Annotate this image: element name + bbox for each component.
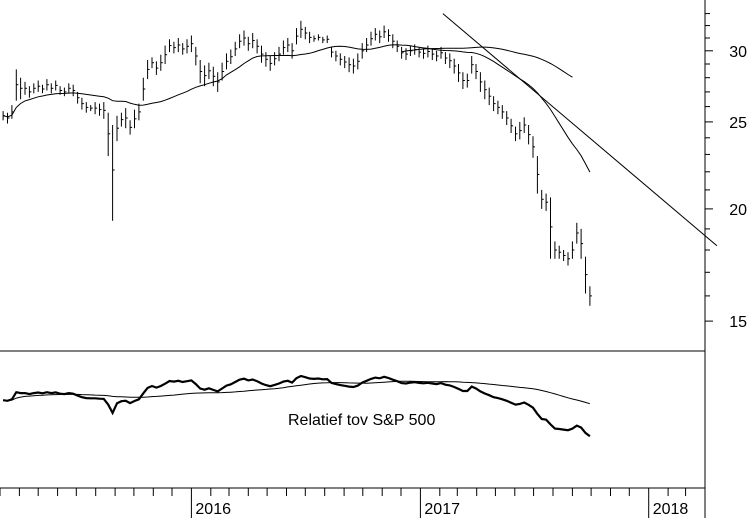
moving-average-long <box>401 46 573 78</box>
price-bars <box>2 20 592 306</box>
price-tick-label: 30 <box>729 44 747 61</box>
moving-average-short <box>2 44 591 173</box>
relative-annotation: Relatief tov S&P 500 <box>288 412 435 429</box>
relative-strength-line <box>2 374 591 438</box>
price-overlays <box>2 13 718 247</box>
time-tick-label: 2017 <box>424 501 460 518</box>
time-axis: 2016 2017 2018 <box>0 487 706 518</box>
price-tick-label: 25 <box>729 115 747 132</box>
price-tick-label: 15 <box>729 314 747 331</box>
relative-panel <box>2 374 591 438</box>
relative-moving-average <box>3 380 591 405</box>
time-tick-label: 2018 <box>653 501 689 518</box>
time-tick-label: 2016 <box>195 501 231 518</box>
price-tick-label: 20 <box>729 202 747 219</box>
trendline <box>442 13 718 247</box>
